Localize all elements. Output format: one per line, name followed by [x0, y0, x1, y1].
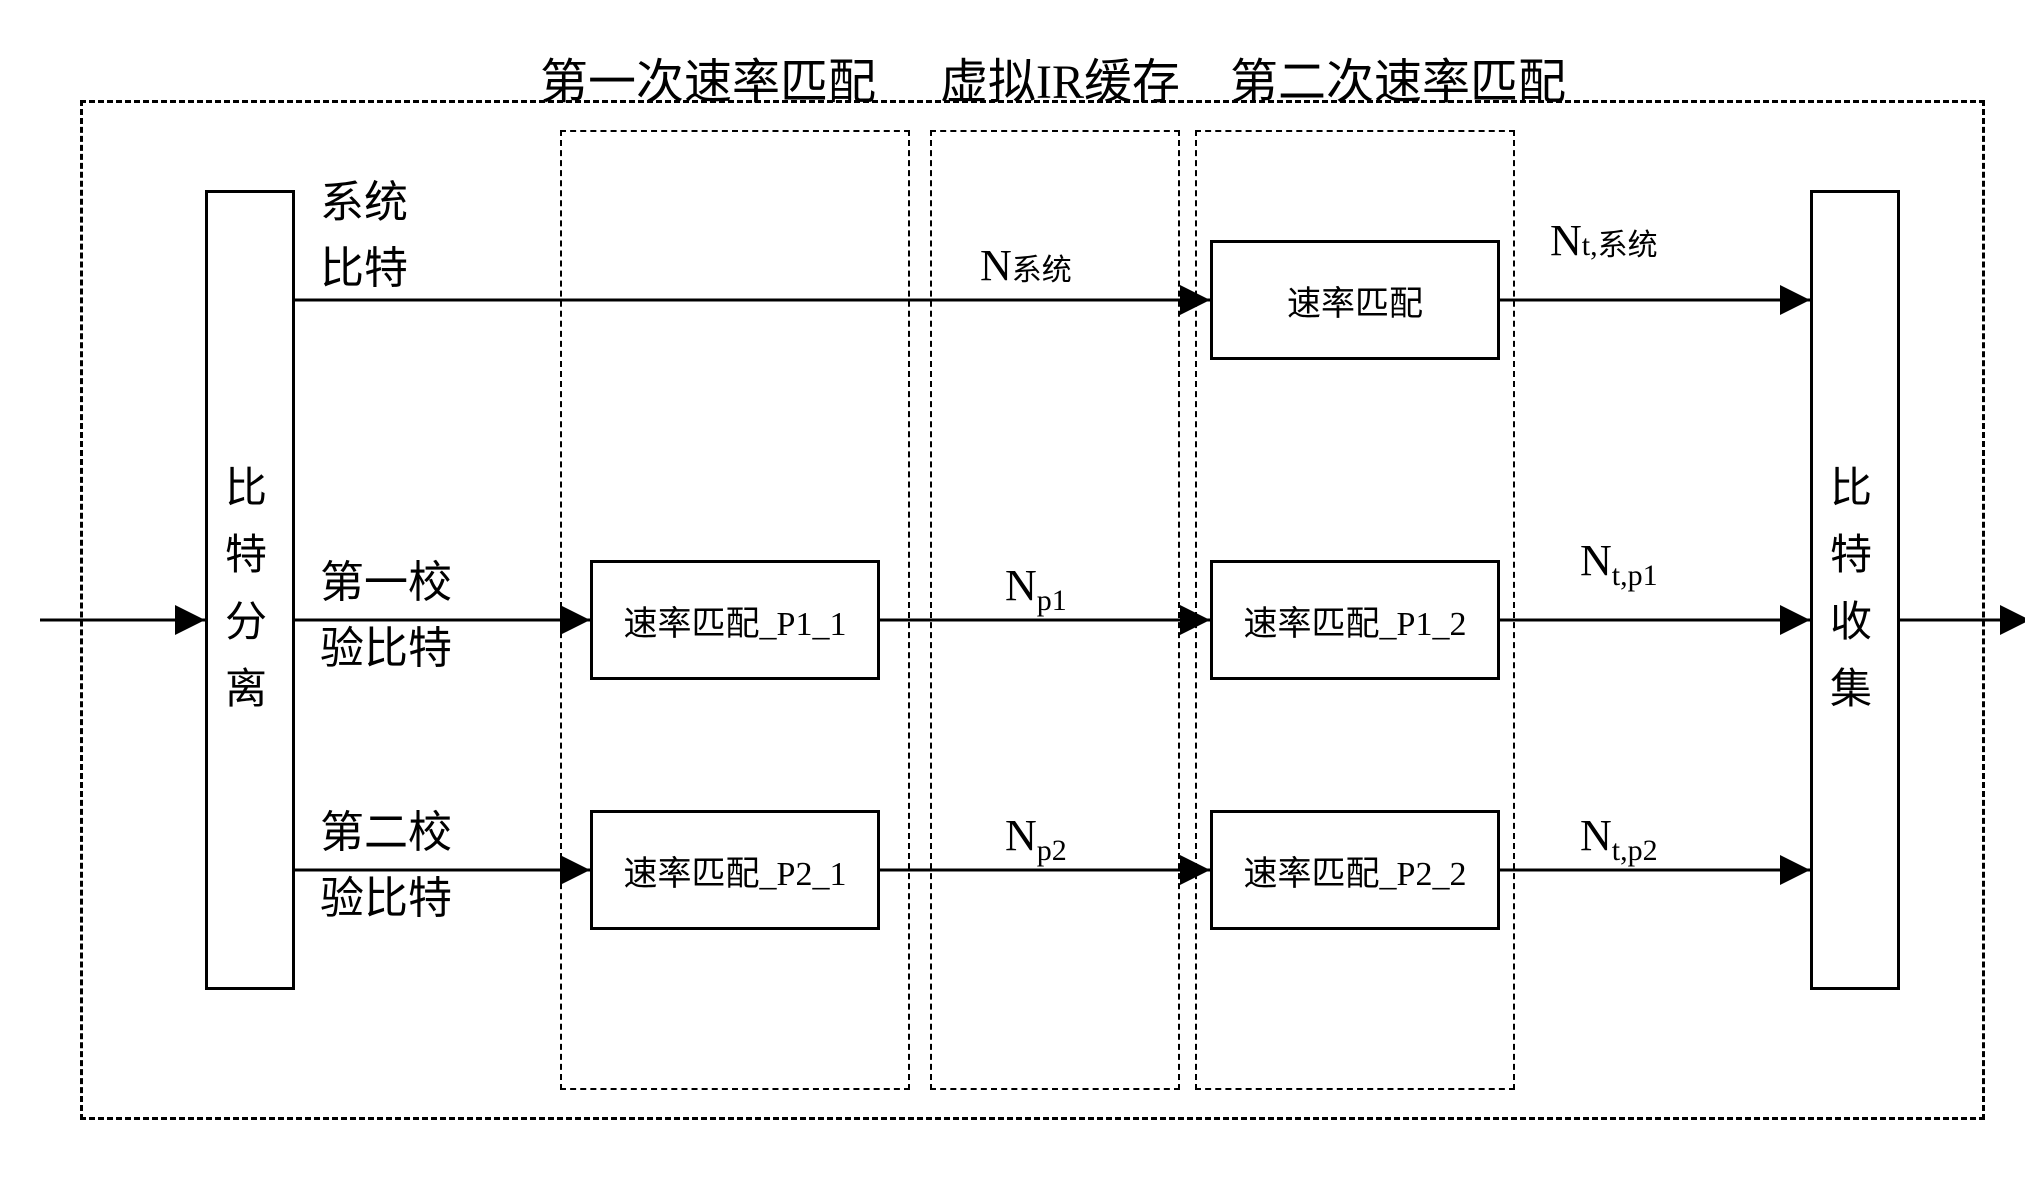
stream-sys-label: 系统 比特	[320, 170, 408, 302]
nt-p2-sub: t,p2	[1612, 834, 1658, 867]
rm-p1-2-block: 速率匹配_P1_2	[1210, 560, 1500, 680]
rm-p2-1-label: 速率匹配_P2_1	[624, 846, 847, 895]
rm-sys-label: 速率匹配	[1287, 276, 1423, 325]
nt-p1-label: Nt,p1	[1580, 535, 1658, 593]
stream-p2-l1: 第二校	[320, 800, 452, 866]
rm-p2-2-block: 速率匹配_P2_2	[1210, 810, 1500, 930]
bit-separation-block: 比特 分离	[205, 190, 295, 990]
rm-p2-2-label: 速率匹配_P2_2	[1244, 846, 1467, 895]
bit-sep-label-1: 比特	[208, 456, 292, 590]
bit-col-label-2: 收集	[1813, 590, 1897, 724]
n-p2-label: Np2	[1005, 810, 1067, 868]
header-stage2: 虚拟IR缓存	[940, 42, 1180, 112]
rm-sys-block: 速率匹配	[1210, 240, 1500, 360]
n-sys-label: N系统	[980, 240, 1072, 291]
nt-p2-base: N	[1580, 811, 1612, 860]
n-p1-label: Np1	[1005, 560, 1067, 618]
diagram-canvas: 第一次速率匹配 虚拟IR缓存 第二次速率匹配 比特 分离 比特 收集 速率匹配_…	[20, 20, 2025, 1168]
nt-sys-label: Nt,系统	[1550, 215, 1658, 266]
stream-p1-l1: 第一校	[320, 550, 452, 616]
n-p1-base: N	[1005, 561, 1037, 610]
n-p2-base: N	[1005, 811, 1037, 860]
stream-sys-l1: 系统	[320, 170, 408, 236]
rm-p1-1-label: 速率匹配_P1_1	[624, 596, 847, 645]
bit-col-label-1: 比特	[1813, 456, 1897, 590]
n-p1-sub: p1	[1037, 584, 1067, 617]
header-stage1: 第一次速率匹配	[540, 42, 876, 112]
nt-p1-base: N	[1580, 536, 1612, 585]
stream-sys-l2: 比特	[320, 236, 408, 302]
nt-p2-label: Nt,p2	[1580, 810, 1658, 868]
stream-p2-label: 第二校 验比特	[320, 800, 452, 932]
n-p2-sub: p2	[1037, 834, 1067, 867]
rm-p1-2-label: 速率匹配_P1_2	[1244, 596, 1467, 645]
n-sys-sub: 系统	[1012, 254, 1072, 287]
rm-p1-1-block: 速率匹配_P1_1	[590, 560, 880, 680]
stream-p1-l2: 验比特	[320, 616, 452, 682]
bit-collection-block: 比特 收集	[1810, 190, 1900, 990]
bit-sep-label-2: 分离	[208, 590, 292, 724]
stream-p2-l2: 验比特	[320, 866, 452, 932]
stream-p1-label: 第一校 验比特	[320, 550, 452, 682]
nt-p1-sub: t,p1	[1612, 559, 1658, 592]
rm-p2-1-block: 速率匹配_P2_1	[590, 810, 880, 930]
header-stage3: 第二次速率匹配	[1230, 42, 1566, 112]
